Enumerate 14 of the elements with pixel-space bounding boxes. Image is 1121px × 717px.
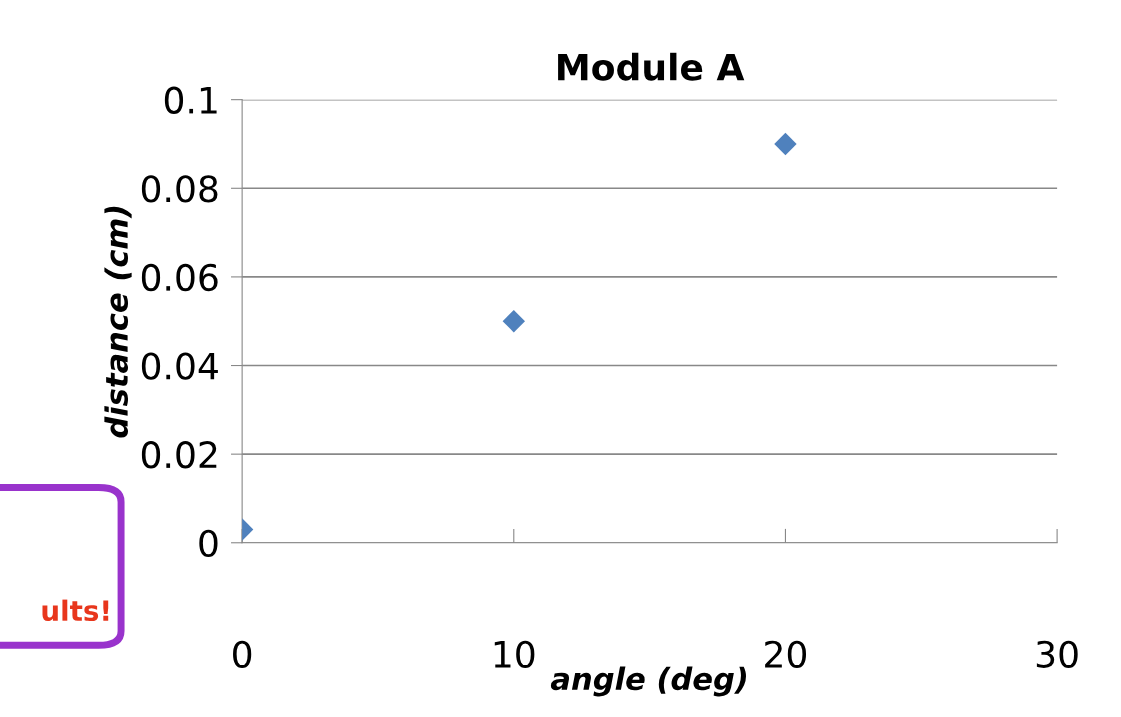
y-tick-label: 0.1 xyxy=(164,86,217,114)
y-tick-label: 0.04 xyxy=(141,352,218,380)
chart-title: Module A xyxy=(558,52,745,81)
x-tick-label: 30 xyxy=(1036,640,1078,668)
y-axis-title: distance (cm) xyxy=(104,206,132,438)
x-axis-title: angle (deg) xyxy=(550,666,747,697)
y-tick-label: 0.02 xyxy=(141,441,217,469)
x-tick-label: 20 xyxy=(765,640,807,668)
x-tick-label: 10 xyxy=(494,640,535,668)
y-tick-label: 0.06 xyxy=(141,263,218,292)
y-tick-label: 0.08 xyxy=(141,175,218,203)
y-tick-label: 0 xyxy=(199,529,218,557)
text: ults! xyxy=(42,599,109,622)
x-tick-label: 0 xyxy=(233,640,252,668)
